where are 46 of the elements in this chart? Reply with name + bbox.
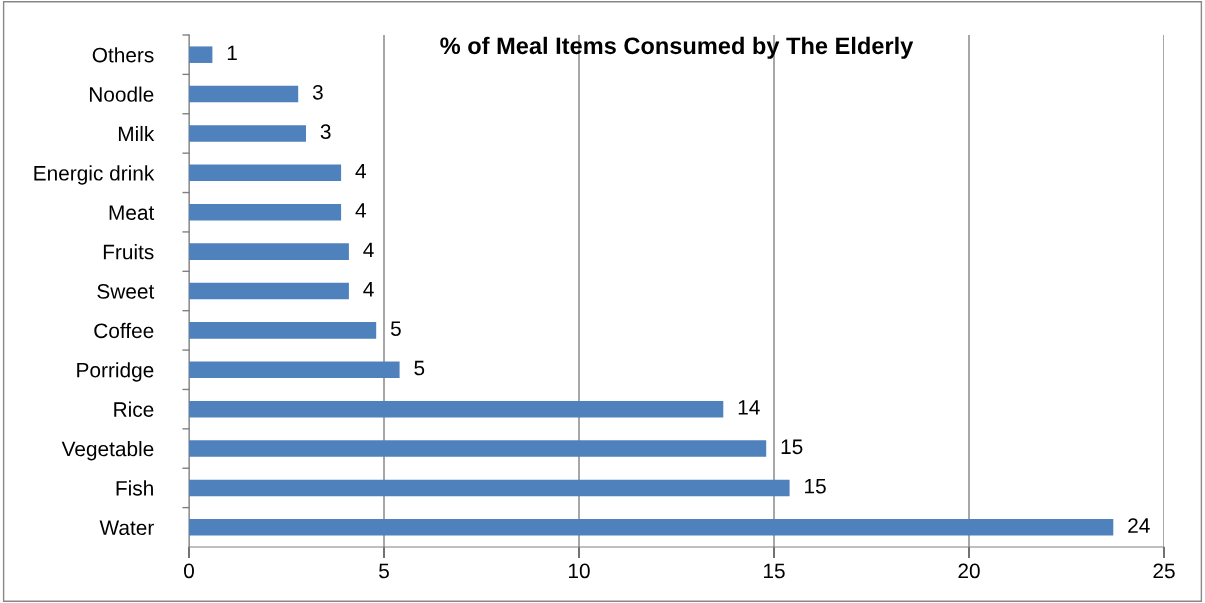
data-label: 15 <box>781 439 803 455</box>
x-tick-label: 0 <box>184 563 194 579</box>
bar <box>189 85 299 103</box>
data-label: 3 <box>320 124 331 140</box>
bar <box>189 243 349 260</box>
bar <box>189 361 400 379</box>
bar <box>189 440 767 457</box>
bar <box>189 322 377 339</box>
x-tick-label: 10 <box>569 563 590 579</box>
bar <box>189 203 342 221</box>
bar <box>189 479 790 497</box>
bar <box>189 282 349 300</box>
data-label: 14 <box>738 400 760 415</box>
data-label: 24 <box>1128 518 1150 533</box>
x-tick-label: 20 <box>958 563 980 579</box>
x-tick-label: 5 <box>379 563 389 579</box>
chart-title: % of Meal Items Consumed by The Elderly <box>440 36 914 59</box>
y-tick-label: Porridge <box>77 362 154 382</box>
y-tick-label: Water <box>99 520 154 536</box>
bar <box>189 125 306 142</box>
data-label: 5 <box>414 360 425 376</box>
y-tick-label: Meat <box>109 205 155 220</box>
data-label: 4 <box>363 282 374 297</box>
x-tick-label: 25 <box>1153 563 1175 579</box>
y-tick-label: Energic drink <box>34 165 155 185</box>
y-tick-label: Noodle <box>89 86 154 102</box>
data-label: 4 <box>363 242 374 257</box>
y-tick-label: Rice <box>114 401 154 417</box>
y-tick-label: Milk <box>118 125 155 142</box>
x-tick-label: 15 <box>764 563 785 579</box>
bar <box>189 519 1114 536</box>
y-tick-label: Others <box>92 47 154 63</box>
data-label: 4 <box>355 163 366 179</box>
y-tick-label: Sweet <box>97 284 155 299</box>
y-tick-label: Coffee <box>94 322 154 339</box>
y-tick-label: Vegetable <box>61 440 154 461</box>
data-label: 1 <box>227 45 237 61</box>
data-label: 4 <box>355 203 366 218</box>
bar <box>189 400 724 418</box>
bar <box>189 46 213 63</box>
data-label: 5 <box>390 321 401 336</box>
data-label: 3 <box>312 84 323 100</box>
y-tick-label: Fish <box>116 480 153 496</box>
y-tick-label: Fruits <box>103 244 154 260</box>
bar <box>189 164 342 182</box>
data-label: 15 <box>805 478 826 494</box>
